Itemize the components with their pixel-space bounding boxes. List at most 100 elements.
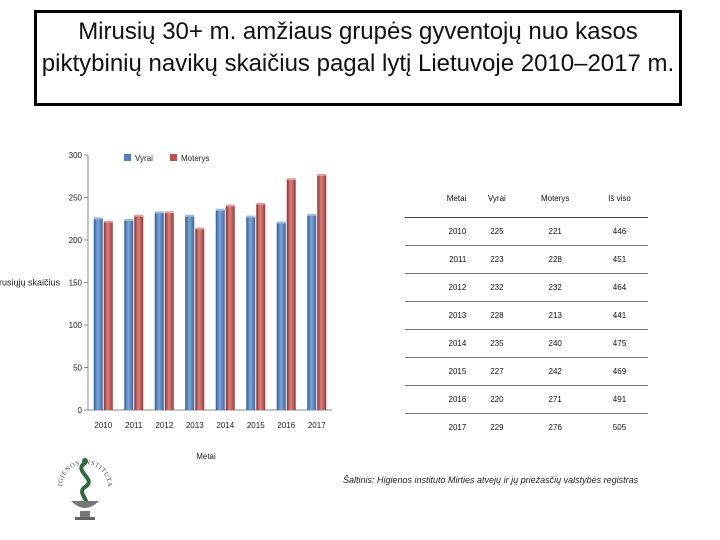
y-tick-label: 50 (73, 364, 82, 373)
bar-top-moterys-2015 (256, 202, 266, 205)
table-row: 2017 229 276 505 (405, 414, 648, 442)
bar-vyrai-2016 (276, 223, 286, 410)
table-cell: 2013 (405, 301, 475, 330)
bar-moterys-2010 (103, 222, 113, 410)
table-header-cell: Vyrai (474, 180, 520, 218)
bar-vyrai-2015 (246, 217, 256, 410)
institute-logo: HIGIENOS INSTITUTAS (55, 443, 113, 520)
bar-top-vyrai-2013 (185, 214, 195, 217)
bar-top-moterys-2011 (134, 214, 144, 217)
table-cell: 451 (590, 245, 648, 274)
y-axis-title: Mirusiųjų skaičius (0, 278, 60, 288)
x-tick-label: 2017 (308, 421, 326, 430)
y-tick-label: 300 (69, 151, 83, 160)
table-cell: 223 (474, 245, 520, 274)
table-header-cell: Iš viso (590, 180, 648, 218)
y-tick-label: 150 (69, 279, 83, 288)
bar-top-moterys-2014 (225, 204, 235, 207)
table-cell: 2015 (405, 357, 475, 386)
table-cell: 2010 (405, 217, 475, 246)
x-tick-label: 2012 (155, 421, 173, 430)
table-row: 2011 223 228 451 (405, 245, 648, 274)
bar-top-vyrai-2014 (215, 208, 225, 211)
bar-moterys-2011 (134, 216, 144, 410)
legend-swatch (170, 154, 177, 161)
bar-vyrai-2010 (93, 218, 103, 410)
table-row: 2016 220 271 491 (405, 385, 648, 414)
bar-moterys-2014 (225, 206, 235, 410)
table-cell: 227 (474, 357, 520, 386)
bar-moterys-2017 (317, 175, 327, 410)
bar-vyrai-2011 (124, 220, 134, 410)
table-cell: 213 (519, 301, 591, 330)
bar-top-moterys-2017 (317, 173, 327, 176)
legend-label: Moterys (181, 154, 209, 163)
bar-vyrai-2012 (154, 212, 164, 410)
x-tick-label: 2014 (216, 421, 234, 430)
x-tick-label: 2013 (186, 421, 204, 430)
table-cell: 2017 (448, 423, 467, 432)
table-row: 2012 232 232 464 (405, 273, 648, 302)
table-header-cell: Moterys (519, 180, 591, 218)
table-cell: 441 (590, 301, 648, 330)
bar-chart: 0 50 100 150 200 250 300 2010 2011 2012 2013 2014 20… (0, 151, 332, 460)
table-cell: 220 (474, 385, 520, 414)
table-cell: 228 (474, 301, 520, 330)
table-cell: 228 (519, 245, 591, 274)
y-tick-label: 250 (69, 194, 83, 203)
x-tick-label: 2015 (247, 421, 265, 430)
data-table: Metai Vyrai Moterys Iš viso 2010 225 221… (405, 180, 648, 441)
y-tick-label: 200 (69, 236, 83, 245)
table-cell: 2011 (405, 245, 475, 274)
table-cell: 505 (612, 423, 627, 432)
title-frame (34, 10, 682, 106)
table-cell: 446 (590, 217, 648, 246)
table-header-row: Metai Vyrai Moterys Iš viso (405, 180, 648, 218)
bar-moterys-2015 (256, 204, 266, 410)
bar-top-vyrai-2010 (93, 217, 103, 220)
table-cell: 240 (519, 329, 591, 358)
bar-top-moterys-2010 (103, 220, 113, 223)
table-cell: 491 (590, 385, 648, 414)
table-cell: 235 (474, 329, 520, 358)
table-cell: 469 (590, 357, 648, 386)
bar-top-vyrai-2011 (124, 218, 134, 221)
table-cell: 276 (548, 423, 562, 432)
x-tick-label: 2011 (125, 421, 143, 430)
x-axis-title: Metai (196, 452, 216, 460)
table-cell: 242 (519, 357, 591, 386)
table-cell: 475 (590, 329, 648, 358)
source-note: Šaltinis: Higienos instituto Mirties atv… (343, 475, 639, 485)
bar-moterys-2012 (164, 212, 174, 410)
y-tick-label: 0 (78, 406, 83, 415)
bar-top-moterys-2012 (164, 211, 174, 214)
table-cell: 221 (519, 217, 591, 246)
bar-top-vyrai-2012 (154, 211, 164, 214)
table-cell: 2014 (405, 329, 475, 358)
bar-top-moterys-2016 (286, 178, 296, 181)
table-row: 2013 228 213 441 (405, 301, 648, 330)
y-tick-label: 100 (69, 321, 83, 330)
bar-top-moterys-2013 (195, 227, 205, 230)
legend-swatch (124, 154, 131, 161)
table-cell: 225 (474, 217, 520, 246)
table-cell: 271 (519, 385, 591, 414)
table-cell: 2016 (405, 385, 475, 414)
bar-top-vyrai-2015 (246, 215, 256, 218)
bar-vyrai-2013 (185, 216, 195, 410)
bar-vyrai-2014 (215, 210, 225, 410)
table-cell: 464 (590, 273, 648, 302)
table-cell: 232 (474, 273, 520, 302)
table-row: 2014 235 240 475 (405, 329, 648, 358)
legend-label: Vyrai (135, 154, 153, 163)
x-tick-label: 2010 (94, 421, 112, 430)
table-header-cell: Metai (405, 180, 475, 218)
bar-moterys-2016 (286, 179, 296, 410)
table-row: 2010 225 221 446 (405, 217, 648, 246)
bar-top-vyrai-2016 (276, 221, 286, 224)
x-tick-label: 2016 (277, 421, 295, 430)
table-cell: 232 (519, 273, 591, 302)
chart-title: Mirusių 30+ m. amžiaus grupės gyventojų … (41, 18, 675, 77)
bar-top-vyrai-2017 (307, 213, 317, 216)
bar-vyrai-2017 (307, 215, 317, 410)
